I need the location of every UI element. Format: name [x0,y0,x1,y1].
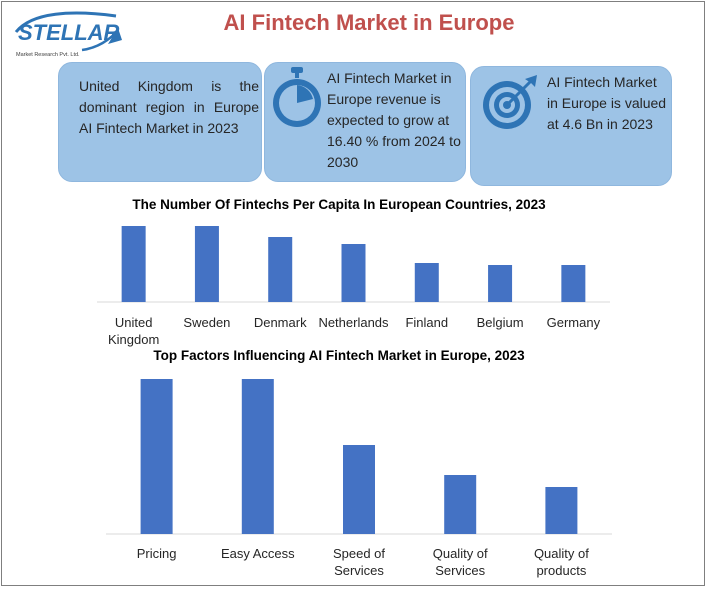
stat-card-market-value: AI Fintech Market in Europe is valued at… [470,66,672,186]
bar-sweden [194,226,219,302]
x-tick-label: Denmark [254,315,307,330]
stat-card-text: AI Fintech Market in Europe revenue is e… [327,70,461,170]
bar-finland [414,263,439,302]
x-tick-label: Speed of Services [333,546,385,578]
chart-title-top-factors: Top Factors Influencing AI Fintech Marke… [153,348,525,363]
bar-quality-of-services [444,475,477,534]
bar-pricing [140,379,173,534]
x-tick-label: Pricing [137,546,177,561]
stat-card-text: AI Fintech Market in Europe is valued at… [547,74,667,132]
logo: STELLAR Market Research Pvt. Ltd. [12,10,124,62]
bar-united-kingdom [121,226,146,302]
x-tick-label: Quality of products [534,546,589,578]
logo-swoosh-icon [14,11,122,52]
x-tick-label: Belgium [477,315,524,330]
logo-subtitle: Market Research Pvt. Ltd. [16,52,80,58]
target-icon [483,75,537,129]
x-tick-label: Netherlands [318,315,389,330]
x-tick-label: Easy Access [221,546,295,561]
x-tick-label: Quality of Services [433,546,488,578]
bar-germany [561,265,586,302]
x-tick-label: Germany [547,315,601,330]
bar-speed-of-services [343,445,375,534]
stat-card-dominant-region: United Kingdom is the dominant region in… [58,62,262,182]
x-tick-label: Sweden [183,315,230,330]
chart-title-fintechs-per-capita: The Number Of Fintechs Per Capita In Eur… [132,197,546,212]
bar-denmark [268,237,293,302]
x-tick-label: United Kingdom [108,315,159,347]
stat-card-growth-rate: AI Fintech Market in Europe revenue is e… [264,62,466,182]
logo-wordmark: STELLAR [18,20,120,45]
bar-belgium [488,265,513,302]
x-tick-label: Finland [405,315,448,330]
stopwatch-icon [273,67,321,127]
stat-card-text: United Kingdom is the dominant region in… [79,78,259,136]
bar-netherlands [341,244,366,302]
page-title: AI Fintech Market in Europe [223,10,515,35]
bar-easy-access [241,379,274,534]
bar-quality-of-products [545,487,578,534]
